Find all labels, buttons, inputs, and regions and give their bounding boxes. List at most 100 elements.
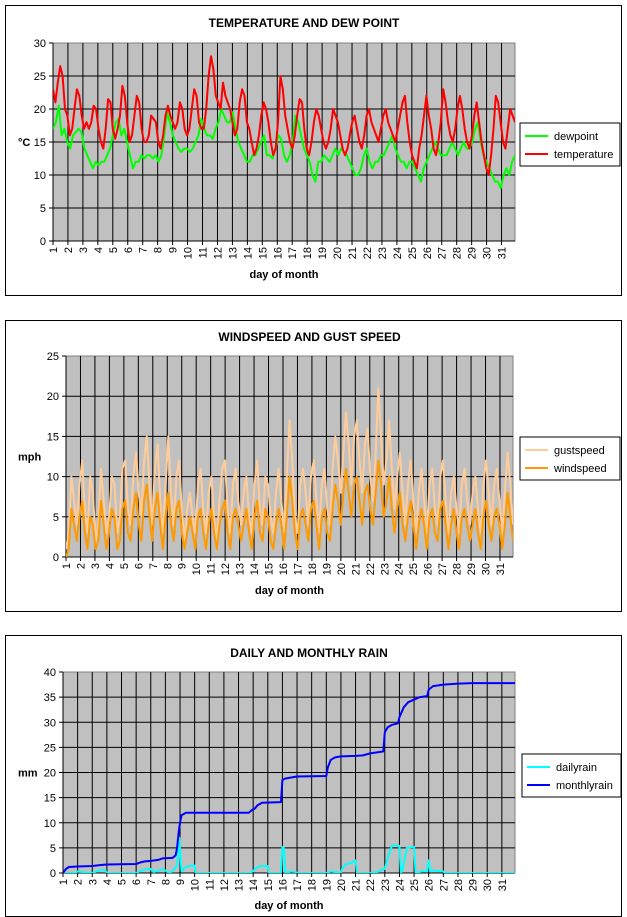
- x-tick-label: 21: [351, 879, 363, 891]
- legend-label-dewpoint: dewpoint: [554, 131, 598, 143]
- x-tick-label: 26: [423, 563, 435, 575]
- x-tick-label: 21: [347, 247, 359, 259]
- y-tick-label: 5: [40, 203, 46, 215]
- x-tick-label: 19: [317, 247, 329, 259]
- x-tick-label: 22: [362, 247, 374, 259]
- x-tick-label: 18: [307, 563, 319, 575]
- legend-label-gustspeed: gustspeed: [554, 445, 605, 457]
- x-tick-label: 7: [148, 563, 160, 569]
- x-tick-label: 2: [73, 879, 85, 885]
- x-tick-label: 24: [394, 879, 406, 891]
- temperature-dewpoint-chart: TEMPERATURE AND DEW POINT 1 2 3 4 5 6 7 8 9 10 11 12…: [5, 5, 622, 296]
- x-tick-label: 20: [336, 879, 348, 891]
- y-tick-label: 25: [34, 71, 46, 83]
- y-tick-label: 15: [47, 431, 59, 443]
- x-tick-label: 5: [119, 563, 131, 569]
- x-tick-label: 16: [278, 563, 290, 575]
- x-tick-label: 3: [78, 247, 90, 253]
- x-tick-label: 16: [272, 247, 284, 259]
- x-tick-label: 30: [482, 879, 494, 891]
- y-tick-label: 0: [40, 236, 46, 248]
- x-tick-label: 24: [394, 563, 406, 575]
- x-tick-label: 12: [220, 563, 232, 575]
- x-axis-label: day of month: [254, 900, 323, 912]
- x-tick-label: 23: [377, 247, 389, 259]
- x-tick-label: 31: [497, 879, 509, 891]
- y-tick-label: 30: [44, 717, 56, 729]
- x-axis-label: day of month: [255, 585, 324, 597]
- x-tick-label: 9: [177, 563, 189, 569]
- x-tick-label: 27: [437, 563, 449, 575]
- x-tick-label: 8: [153, 247, 165, 253]
- x-tick-label: 14: [248, 879, 260, 891]
- x-tick-label: 29: [468, 879, 480, 891]
- x-tick-label: 14: [249, 563, 261, 575]
- x-tick-label: 17: [292, 879, 304, 891]
- x-tick-label: 23: [379, 563, 391, 575]
- series-line-windspeed: [66, 459, 513, 557]
- y-tick-label: 30: [34, 38, 46, 50]
- y-tick-label: 20: [44, 768, 56, 780]
- y-tick-label: 20: [34, 104, 46, 116]
- x-tick-label: 31: [495, 563, 507, 575]
- x-tick-label: 13: [234, 879, 246, 891]
- x-tick-label: 4: [102, 879, 114, 885]
- y-tick-label: 15: [44, 793, 56, 805]
- x-tick-label: 5: [117, 879, 129, 885]
- y-tick-label: 35: [44, 692, 56, 704]
- x-tick-label: 4: [93, 247, 105, 253]
- y-axis-label: mm: [18, 768, 38, 780]
- x-tick-label: 22: [365, 879, 377, 891]
- x-tick-label: 9: [175, 879, 187, 885]
- y-tick-label: 10: [44, 818, 56, 830]
- y-tick-label: 15: [34, 137, 46, 149]
- x-tick-label: 2: [75, 563, 87, 569]
- x-tick-label: 19: [321, 563, 333, 575]
- x-tick-label: 17: [287, 247, 299, 259]
- x-tick-label: 4: [104, 563, 116, 569]
- x-tick-label: 10: [191, 563, 203, 575]
- x-tick-label: 28: [453, 879, 465, 891]
- y-tick-label: 10: [34, 170, 46, 182]
- y-tick-label: 25: [44, 742, 56, 754]
- series-line-temperature: [53, 55, 515, 176]
- legend-label-windspeed: windspeed: [553, 463, 607, 475]
- x-tick-label: 28: [452, 563, 464, 575]
- x-tick-label: 25: [408, 563, 420, 575]
- windspeed-gust-chart: WINDSPEED AND GUST SPEED 1 2 3 4 5 6 7 8 9 10 11 12 1…: [5, 320, 622, 612]
- x-tick-label: 1: [61, 563, 73, 569]
- x-tick-label: 3: [87, 879, 99, 885]
- x-tick-label: 15: [264, 563, 276, 575]
- x-tick-label: 14: [242, 247, 254, 259]
- x-tick-label: 8: [162, 563, 174, 569]
- x-tick-label: 30: [481, 563, 493, 575]
- daily-monthly-rain-chart: DAILY AND MONTHLY RAIN 1 2 3 4 5 6 7 8 9 10 11 12 13 1…: [5, 635, 622, 917]
- x-tick-label: 7: [146, 879, 158, 885]
- x-tick-label: 26: [424, 879, 436, 891]
- x-axis-label: day of month: [249, 269, 318, 281]
- x-tick-label: 25: [407, 247, 419, 259]
- x-tick-label: 5: [108, 247, 120, 253]
- legend-label-dailyrain: dailyrain: [556, 762, 597, 774]
- x-tick-label: 12: [212, 247, 224, 259]
- legend-box: [519, 122, 621, 167]
- legend-label-temperature: temperature: [554, 149, 613, 161]
- x-tick-label: 23: [380, 879, 392, 891]
- x-tick-label: 25: [409, 879, 421, 891]
- x-tick-label: 2: [63, 247, 75, 253]
- x-tick-label: 6: [131, 879, 143, 885]
- x-tick-label: 17: [292, 563, 304, 575]
- y-tick-label: 20: [47, 391, 59, 403]
- x-tick-label: 6: [123, 247, 135, 253]
- x-tick-label: 20: [336, 563, 348, 575]
- x-tick-label: 29: [467, 247, 479, 259]
- y-axis-label: °C: [18, 137, 30, 149]
- series-line-dailyrain: [63, 836, 515, 873]
- y-tick-label: 0: [50, 868, 56, 880]
- y-tick-label: 10: [47, 472, 59, 484]
- x-tick-label: 7: [138, 247, 150, 253]
- x-tick-label: 27: [437, 247, 449, 259]
- y-tick-label: 0: [53, 552, 59, 564]
